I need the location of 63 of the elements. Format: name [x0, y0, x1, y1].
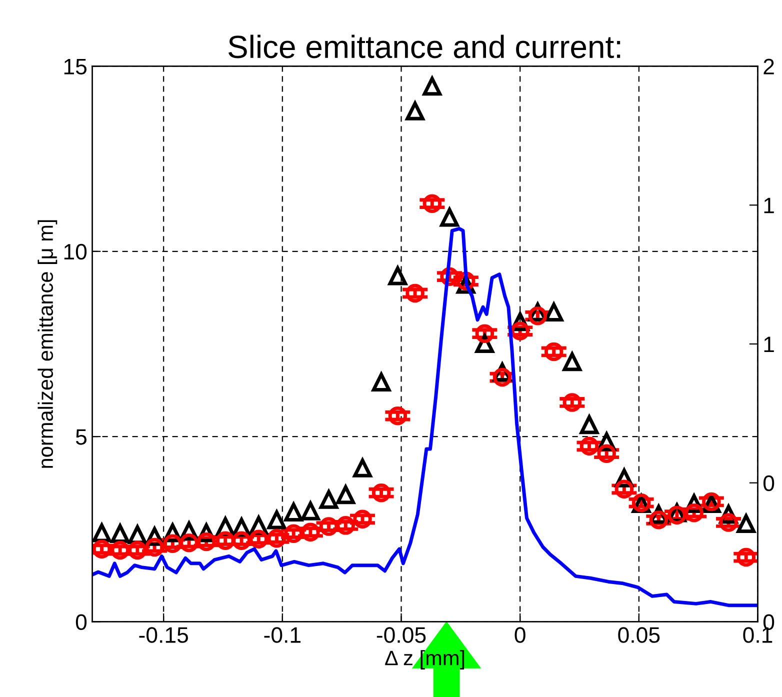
point [475, 324, 494, 343]
point [544, 342, 564, 362]
point [110, 540, 130, 560]
point [736, 548, 756, 567]
point [319, 517, 338, 536]
y2-tick-label: 1 [764, 336, 774, 352]
x-tick-label: -0.1 [264, 627, 300, 643]
point [301, 522, 320, 542]
point [562, 393, 582, 412]
point [422, 194, 442, 213]
point [562, 352, 582, 372]
y2-tick-label: 0 [763, 475, 774, 492]
point [180, 533, 198, 552]
y-tick-label: 0 [76, 614, 87, 630]
y-tick-label: 10 [64, 244, 87, 260]
point [614, 480, 634, 499]
point [128, 540, 147, 560]
x-axis-title: Δ z [mm] [385, 650, 464, 670]
chart-title: Slice emittance and current: [228, 34, 620, 58]
point [372, 483, 391, 502]
point [388, 266, 408, 286]
x-tick-label: 0 [514, 627, 526, 643]
point [528, 306, 548, 326]
point [110, 524, 130, 543]
point [145, 538, 164, 557]
line-series [92, 226, 758, 608]
x-tick-label: 0.05 [618, 627, 660, 643]
point [649, 510, 668, 530]
y-axis-title: normalized emittance [μ m] [38, 220, 58, 468]
point [406, 284, 424, 303]
point [406, 102, 424, 120]
point [580, 415, 599, 434]
point [249, 530, 268, 549]
point [319, 490, 338, 509]
point [736, 514, 756, 533]
x-tick-label: -0.05 [376, 627, 426, 643]
point [336, 516, 356, 535]
point [336, 485, 356, 504]
point [388, 406, 408, 426]
y-tick-label: 5 [76, 429, 86, 445]
point [196, 532, 216, 552]
point [372, 372, 391, 392]
y-tick-label: 15 [64, 58, 86, 74]
x-tick-label: -0.15 [139, 627, 188, 643]
point [232, 531, 251, 550]
point [284, 502, 303, 522]
point [163, 534, 182, 553]
point [92, 540, 112, 559]
point [597, 444, 616, 463]
point [353, 458, 372, 478]
point [684, 503, 704, 522]
point [284, 524, 303, 543]
y2-tick-label: 1 [764, 198, 774, 214]
point [492, 368, 512, 387]
point [719, 513, 738, 532]
point [580, 436, 599, 456]
point [216, 531, 235, 550]
point [440, 208, 459, 227]
point [267, 529, 286, 548]
point [510, 322, 530, 340]
point [353, 510, 372, 529]
y2-tick-label: 2 [764, 58, 774, 74]
point [422, 76, 442, 96]
